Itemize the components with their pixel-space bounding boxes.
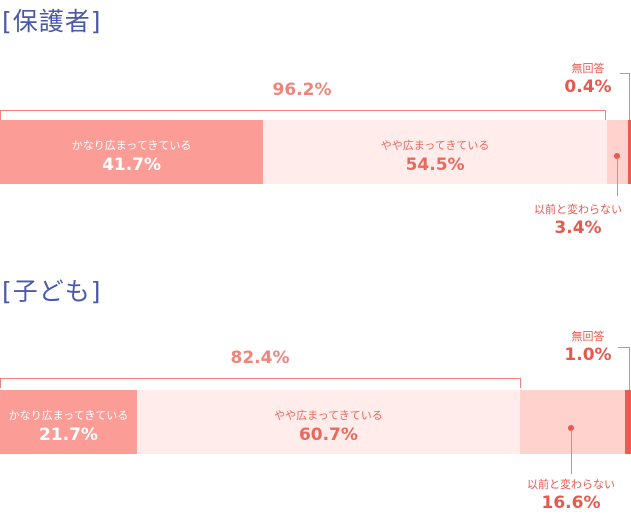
leader-line <box>617 158 618 196</box>
annotation-value: 1.0% <box>564 345 612 365</box>
bracket-value: 96.2% <box>272 80 332 100</box>
segment-value: 21.7% <box>38 425 98 445</box>
annotation-dot <box>568 425 574 431</box>
bar-segment-no-answer <box>628 120 631 184</box>
annotation-value: 3.4% <box>554 218 602 238</box>
annotation-unchanged: 以前と変わらない 3.4% <box>528 201 628 238</box>
annotation-label: 以前と変わらない <box>527 478 615 491</box>
chart-guardian: [保護者] 96.2% かなり広まってきている 41.7% やや広まってきている… <box>0 0 631 250</box>
bar-segment-somewhat: やや広まってきている 60.7% <box>136 390 520 454</box>
bar-segment-unchanged <box>519 390 625 454</box>
annotation-label: 以前と変わらない <box>534 203 622 216</box>
annotation-no-answer: 無回答 0.4% <box>548 60 628 97</box>
bracket-line <box>0 378 521 388</box>
segment-value: 54.5% <box>405 155 465 175</box>
segment-value: 41.7% <box>102 155 162 175</box>
segment-label: かなり広まってきている <box>8 409 129 422</box>
bar-segment-strongly: かなり広まってきている 21.7% <box>0 390 137 454</box>
bar-segment-unchanged <box>607 120 629 184</box>
leader-line <box>571 430 572 474</box>
segment-value: 60.7% <box>298 425 358 445</box>
annotation-label: 無回答 <box>571 330 605 343</box>
chart-title: [子ども] <box>2 277 102 306</box>
bar-segment-strongly: かなり広まってきている 41.7% <box>0 120 264 184</box>
bracket-value: 82.4% <box>230 348 290 368</box>
bar-segment-somewhat: やや広まってきている 54.5% <box>263 120 608 184</box>
segment-label: やや広まってきている <box>380 139 490 152</box>
chart-children: [子ども] 82.4% かなり広まってきている 21.7% やや広まってきている… <box>0 270 631 529</box>
leader-line <box>618 347 630 348</box>
leader-line <box>629 347 630 390</box>
leader-line <box>620 73 630 74</box>
leader-line <box>629 73 630 120</box>
segment-label: やや広まってきている <box>274 409 383 422</box>
annotation-no-answer: 無回答 1.0% <box>548 328 628 365</box>
annotation-value: 16.6% <box>541 493 601 513</box>
annotation-dot <box>614 153 620 159</box>
stacked-bar: かなり広まってきている 21.7% やや広まってきている 60.7% <box>0 390 631 454</box>
bracket-line <box>0 110 606 120</box>
annotation-unchanged: 以前と変わらない 16.6% <box>521 476 621 513</box>
annotation-value: 0.4% <box>564 77 612 97</box>
segment-label: かなり広まってきている <box>71 139 192 152</box>
chart-title: [保護者] <box>2 7 102 36</box>
annotation-label: 無回答 <box>571 62 605 75</box>
bar-segment-no-answer <box>624 390 631 454</box>
stacked-bar: かなり広まってきている 41.7% やや広まってきている 54.5% <box>0 120 631 184</box>
